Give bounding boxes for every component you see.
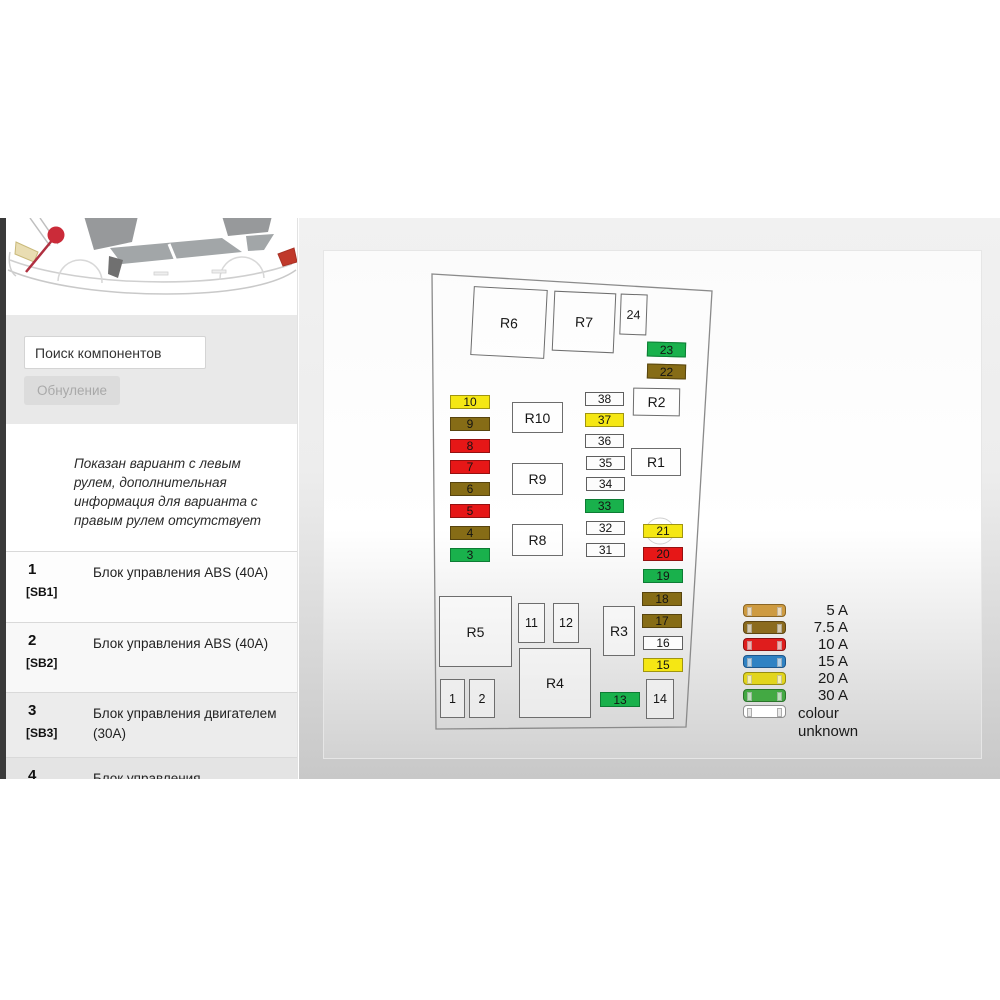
fuse-13[interactable]: 13: [600, 692, 640, 707]
fuse-7-5a-swatch-icon: [743, 621, 786, 634]
component-label: Блок управления ABS (40A): [93, 636, 269, 651]
component-number: 2: [28, 632, 37, 649]
fuse-9[interactable]: 9: [450, 417, 490, 431]
legend-label-7-5a: 7.5 A: [813, 619, 848, 636]
search-input[interactable]: [24, 336, 206, 369]
fuse-30a-swatch-icon: [743, 689, 786, 702]
fuse-2[interactable]: 2: [469, 679, 495, 718]
fuse-16[interactable]: 16: [643, 636, 683, 650]
fuse-23[interactable]: 23: [646, 341, 687, 358]
legend-row-5a: 5 A: [743, 602, 848, 619]
fuse-20a-swatch-icon: [743, 672, 786, 685]
component-code: [SB1]: [26, 585, 58, 599]
fuse-3[interactable]: 3: [450, 548, 490, 562]
reset-button[interactable]: Обнуление: [24, 376, 120, 405]
relay-r2[interactable]: R2: [632, 387, 681, 417]
fuse-31[interactable]: 31: [586, 543, 625, 557]
fuse-17[interactable]: 17: [642, 614, 682, 628]
relay-r4[interactable]: R4: [519, 648, 591, 718]
car-drawing: [7, 218, 297, 295]
relay-r6[interactable]: R6: [470, 286, 548, 359]
legend-label-unknown: colour unknown: [798, 705, 859, 740]
relay-r5[interactable]: R5: [439, 596, 512, 667]
component-item-sb2[interactable]: 2 [SB2] Блок управления ABS (40A): [6, 622, 297, 692]
legend-row-15a: 15 A: [743, 653, 848, 670]
location-pin-icon: [25, 226, 65, 273]
fuse-15[interactable]: 15: [643, 658, 683, 672]
legend-row-20a: 20 A: [743, 670, 848, 687]
component-item-sb1[interactable]: 1 [SB1] Блок управления ABS (40A): [6, 551, 297, 622]
fuse-37[interactable]: 37: [585, 413, 624, 427]
fuse-1[interactable]: 1: [440, 679, 465, 718]
relay-r7[interactable]: R7: [551, 290, 617, 354]
fuse-11[interactable]: 11: [518, 603, 545, 643]
fuse-18[interactable]: 18: [642, 592, 682, 606]
fuse-32[interactable]: 32: [586, 521, 625, 535]
legend-row-10a: 10 A: [743, 636, 848, 653]
component-code: [SB2]: [26, 656, 58, 670]
fuse-24[interactable]: 24: [619, 293, 648, 336]
fuse-10[interactable]: 10: [450, 395, 490, 409]
fuse-15a-swatch-icon: [743, 655, 786, 668]
tail-light: [277, 247, 297, 267]
search-panel: Обнуление: [6, 315, 297, 424]
relay-r1[interactable]: R1: [631, 448, 681, 476]
relay-r3[interactable]: R3: [603, 606, 635, 656]
side-mirror: [108, 256, 123, 278]
left-edge-strip: [0, 218, 6, 779]
fuse-6[interactable]: 6: [450, 482, 490, 496]
fuse-36[interactable]: 36: [585, 434, 624, 448]
fuse-7[interactable]: 7: [450, 460, 490, 474]
fuse-10a-swatch-icon: [743, 638, 786, 651]
fuse-34[interactable]: 34: [586, 477, 625, 491]
fuse-19[interactable]: 19: [643, 569, 683, 583]
fuse-unknown-swatch-icon: [743, 705, 786, 718]
legend-row-7-5a: 7.5 A: [743, 619, 848, 636]
legend-label-30a: 30 A: [817, 687, 848, 704]
sidebar: Обнуление Показан вариант с левым рулем,…: [6, 218, 298, 779]
component-label: Блок управления: [93, 771, 201, 779]
legend-label-15a: 15 A: [817, 653, 848, 670]
legend-row-30a: 30 A: [743, 687, 848, 704]
legend-label-5a: 5 A: [826, 602, 848, 619]
component-number: 1: [28, 561, 37, 578]
relay-r10[interactable]: R10: [512, 402, 563, 433]
fuse-20[interactable]: 20: [643, 547, 683, 561]
note-section: Показан вариант с левым рулем, дополните…: [6, 424, 297, 551]
fuse-8[interactable]: 8: [450, 439, 490, 453]
component-label: Блок управления ABS (40A): [93, 565, 269, 580]
fuse-4[interactable]: 4: [450, 526, 490, 540]
legend-row-unknown: colour unknown: [743, 705, 884, 741]
fuse-35[interactable]: 35: [586, 456, 625, 470]
fuse-5a-swatch-icon: [743, 604, 786, 617]
component-item-4[interactable]: 4 Блок управления: [6, 757, 297, 779]
component-number: 3: [28, 702, 37, 719]
fuse-38[interactable]: 38: [585, 392, 624, 406]
fuse-22[interactable]: 22: [646, 363, 687, 380]
component-number: 4: [28, 767, 37, 779]
legend-label-10a: 10 A: [817, 636, 848, 653]
fuse-14[interactable]: 14: [646, 679, 674, 719]
fuse-12[interactable]: 12: [553, 603, 579, 643]
component-item-sb3[interactable]: 3 [SB3] Блок управления двигателем (30A): [6, 692, 297, 757]
fuse-33[interactable]: 33: [585, 499, 624, 513]
car-image: [6, 218, 297, 315]
relay-r9[interactable]: R9: [512, 463, 563, 495]
fuse-5[interactable]: 5: [450, 504, 490, 518]
legend-label-20a: 20 A: [817, 670, 848, 687]
relay-r8[interactable]: R8: [512, 524, 563, 556]
fuse-21[interactable]: 21: [643, 524, 683, 538]
steering-note: Показан вариант с левым рулем, дополните…: [74, 456, 262, 528]
component-code: [SB3]: [26, 726, 58, 740]
component-label: Блок управления двигателем (30A): [93, 706, 277, 741]
